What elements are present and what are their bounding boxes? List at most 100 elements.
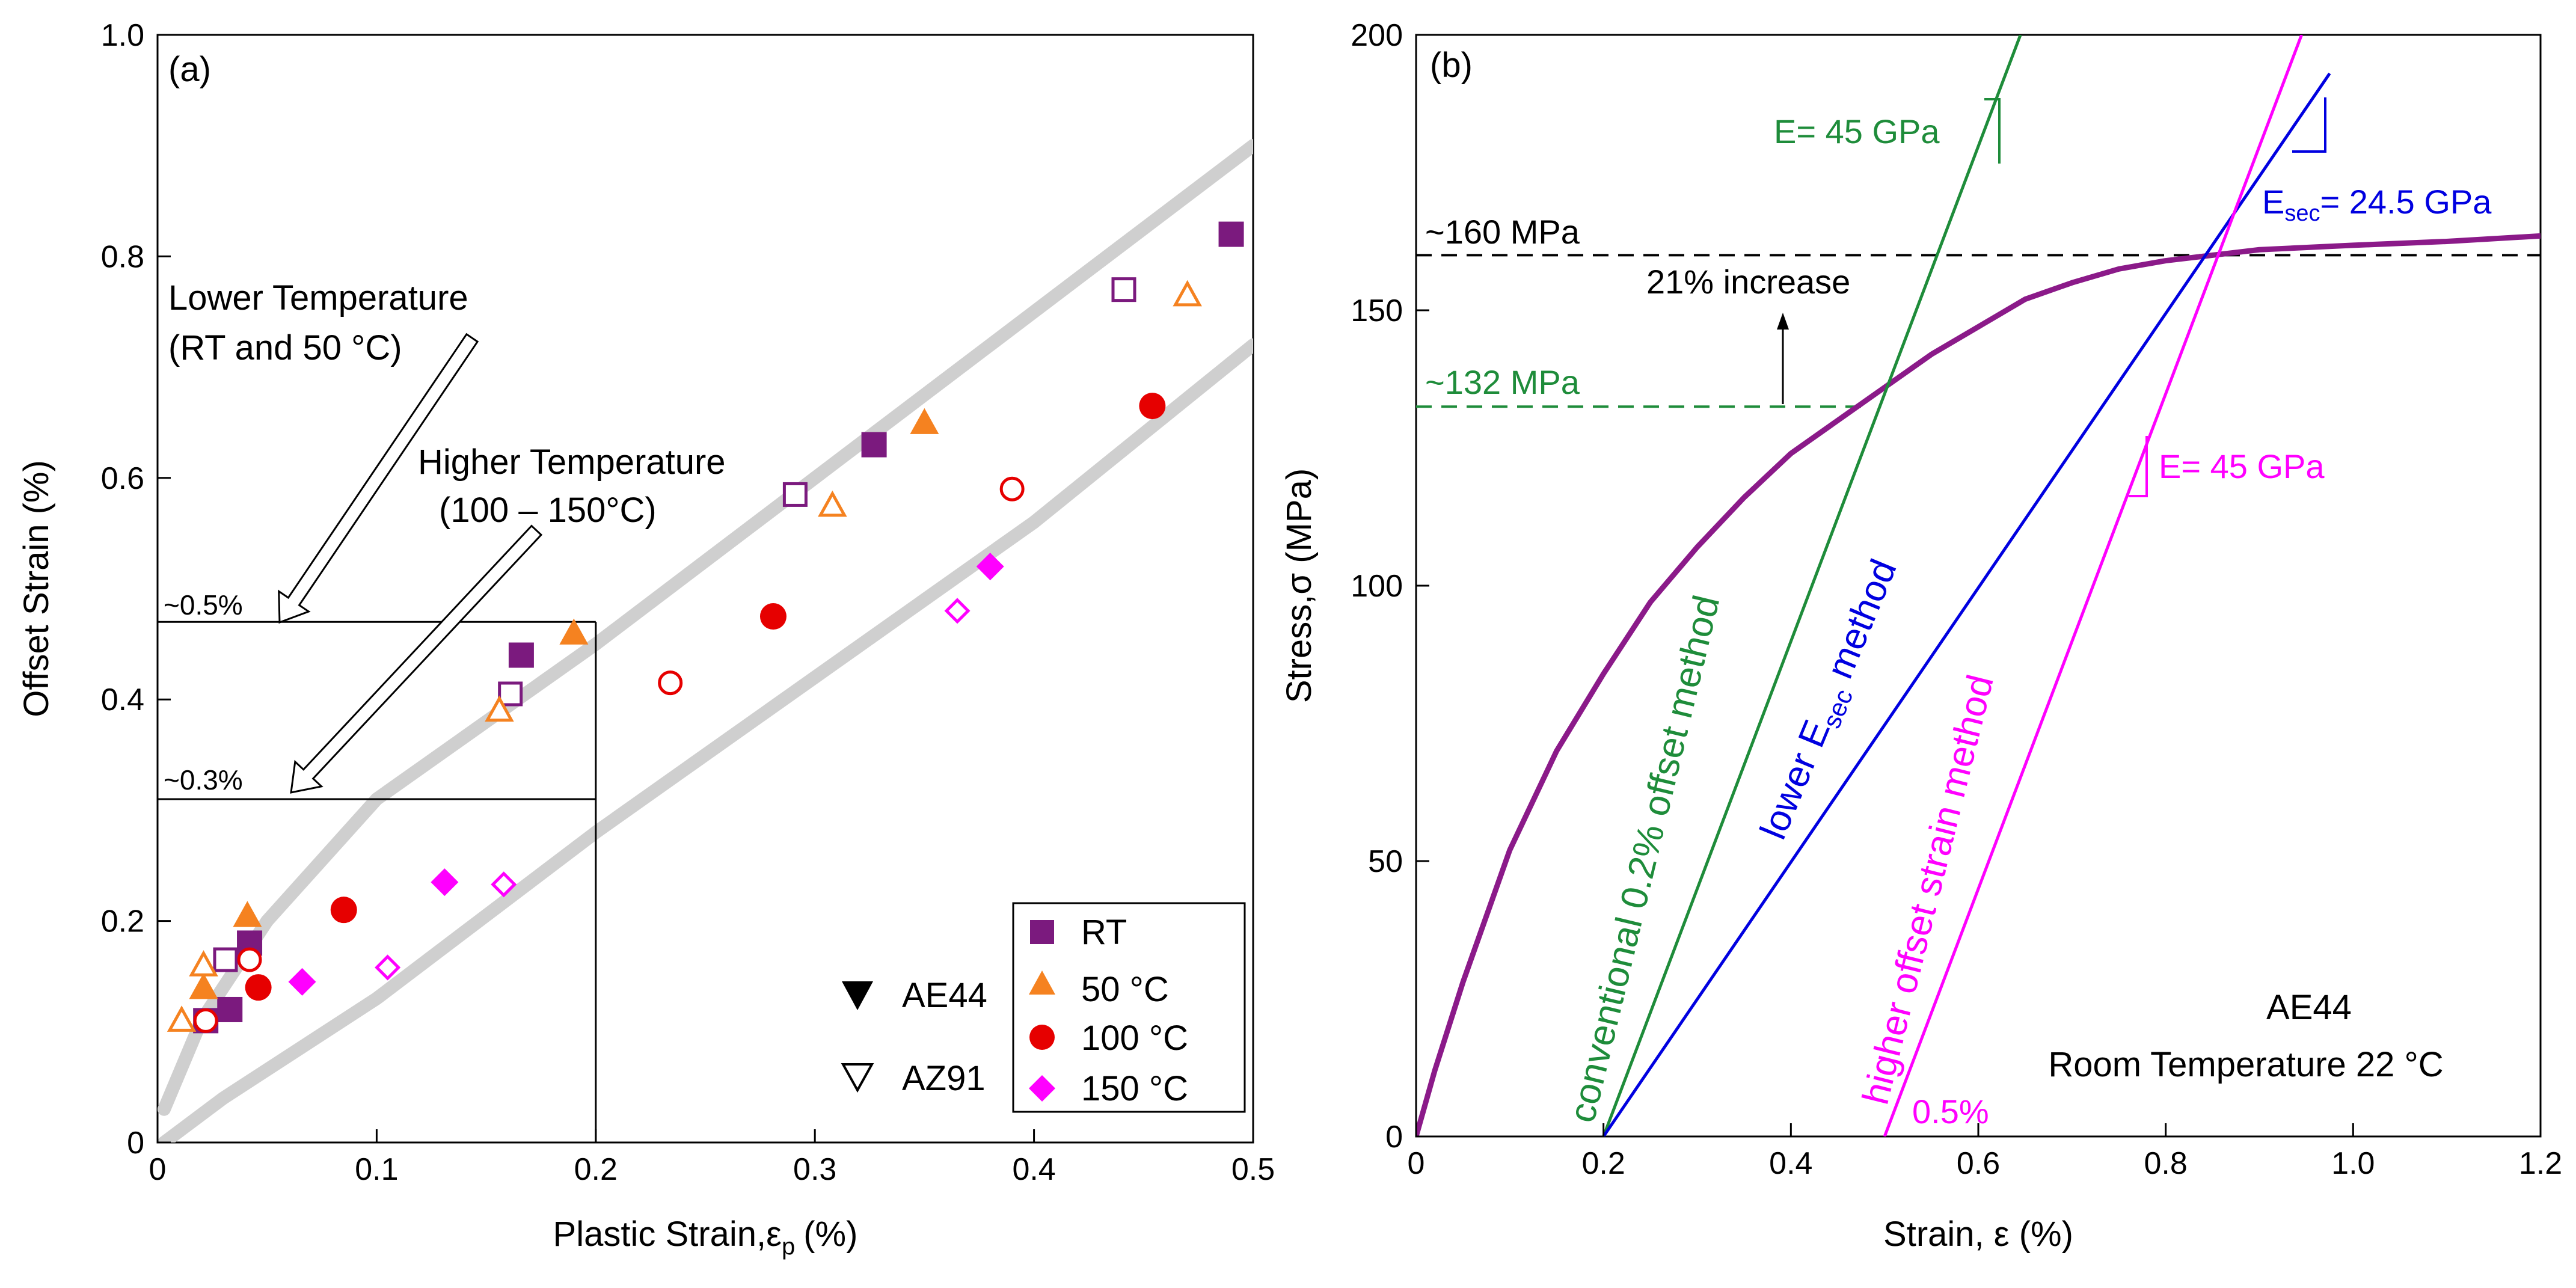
a-xtick-label-0-4: 0.4 [1012,1152,1055,1187]
panel-b-xlabel: Strain, ε (%) [1883,1215,2073,1254]
panel-a-legend: RT 50 °C 100 °C 150 °C [1012,902,1246,1113]
panel-a-axis-ticks: 0 0.1 0.2 0.3 0.4 0.5 0 0.2 0.4 0.6 0.8 1.0 [101,18,1275,1187]
legend-marker-50c [1029,971,1055,995]
panel-b-label: (b) [1430,46,1473,85]
point-100-c-ae44-1 [330,897,357,924]
panel-a-ylabel: Offset Strain (%) [17,460,56,717]
legend-label-ae44: AE44 [902,976,987,1015]
guide-label-05: ~0.5% [164,589,243,621]
panel-b: 0 0.2 0.4 0.6 0.8 1.0 1.2 0 50 100 150 200 (b) ~160… [1280,18,2562,1254]
b-xtick-label-0-6: 0.6 [1957,1146,2000,1181]
offset-05-label: 0.5% [1912,1093,1989,1130]
point-150-c-ae44-1 [431,868,459,897]
a-xtick-label-0-2: 0.2 [574,1152,618,1187]
point-rt-az91-3 [1111,277,1136,302]
legend-label-rt: RT [1081,913,1127,952]
point-rt-az91-0 [213,947,238,972]
point-100-c-az91-3 [999,476,1025,501]
point-50-c-az91-3 [818,490,847,517]
series-stress-strain-curve-ae44 [1416,233,2541,1136]
b-ytick-label-100: 100 [1351,569,1403,604]
panel-a-data-points [167,221,1244,1034]
point-100-c-az91-2 [658,670,683,696]
b-xtick-label-0: 0 [1408,1146,1425,1181]
high-temp-arrow [290,524,543,794]
point-rt-ae44-4 [861,432,887,458]
b-xtick-label-0-2: 0.2 [1582,1146,1625,1181]
a-ytick-label-1-0: 1.0 [101,18,144,53]
increase-label: 21% increase [1646,263,1850,301]
panel-b-axis-ticks: 0 0.2 0.4 0.6 0.8 1.0 1.2 0 50 100 150 200 [1351,18,2562,1181]
material-label: AE44 [2266,988,2352,1027]
b-xtick-label-1-2: 1.2 [2519,1146,2562,1181]
point-50-c-az91-4 [1173,280,1202,307]
a-xtick-label-0-3: 0.3 [793,1152,836,1187]
a-ytick-label-0-2: 0.2 [101,904,144,939]
series-lower-e-sec-method [1602,72,2331,1136]
b-ytick-label-150: 150 [1351,293,1403,328]
b-xtick-label-0-8: 0.8 [2144,1146,2188,1181]
b-xtick-label-0-4: 0.4 [1769,1146,1812,1181]
point-50-c-ae44-3 [910,408,939,434]
a-ytick-label-0-8: 0.8 [101,239,144,274]
point-50-c-ae44-0 [189,973,218,999]
point-100-c-az91-0 [193,1008,218,1033]
panel-b-ylabel: Stress,σ (MPa) [1280,468,1319,703]
point-rt-ae44-1 [217,996,243,1022]
point-rt-az91-1 [498,681,523,707]
a-ytick-label-0-4: 0.4 [101,682,144,717]
a-ytick-label-0-6: 0.6 [101,461,144,496]
high-temp-label-line1: Higher Temperature [418,443,726,482]
b-xtick-label-1-0: 1.0 [2331,1146,2375,1181]
low-temp-label-line1: Lower Temperature [168,278,468,317]
point-150-c-az91-1 [491,871,517,898]
point-150-c-az91-0 [375,954,401,981]
legend-marker-150c [1029,1075,1055,1102]
esec-label: Esec= 24.5 GPa [2262,183,2492,226]
point-rt-az91-2 [782,482,808,507]
point-150-c-ae44-0 [288,968,316,996]
increase-arrow-head [1777,313,1789,330]
panel-a-guide-lines [158,621,597,1142]
a-ytick-label-0: 0 [127,1126,144,1161]
point-100-c-az91-1 [237,947,262,972]
panel-b-series-lines [1416,35,2541,1136]
b-ytick-label-0: 0 [1385,1120,1403,1155]
e-magenta-label: E= 45 GPa [2159,447,2325,485]
panel-b-reference-lines [1416,254,2541,408]
panel-a: 0 0.1 0.2 0.3 0.4 0.5 0 0.2 0.4 0.6 0.8 1.0 (a) Low… [17,18,1275,1260]
legend-marker-ae44 [842,981,873,1010]
point-100-c-ae44-0 [245,974,272,1001]
series-conventional-0-2-offset-method [1602,35,2022,1136]
green-slope-triangle [1984,98,2001,164]
ref-label-132: ~132 MPa [1425,363,1580,401]
point-rt-ae44-3 [508,642,534,668]
magenta-slope-triangle [2129,436,2148,497]
legend-label-100c: 100 °C [1081,1019,1188,1058]
b-ytick-label-50: 50 [1368,844,1403,879]
legend-label-az91: AZ91 [902,1059,986,1098]
series-higher-offset-strain-method [1883,35,2303,1136]
panel-a-label: (a) [168,50,211,89]
legend-marker-az91 [841,1063,874,1093]
temperature-label: Room Temperature 22 °C [2048,1045,2443,1084]
legend-label-150c: 150 °C [1081,1069,1188,1108]
ref-label-160: ~160 MPa [1425,213,1580,251]
blue-slope-triangle [2292,97,2326,153]
a-xtick-label-0: 0 [149,1152,167,1187]
point-150-c-ae44-2 [976,553,1004,581]
panel-a-annotation-arrows [278,333,543,794]
point-150-c-az91-2 [944,598,971,624]
point-50-c-az91-0 [167,1005,197,1032]
e-green-label: E= 45 GPa [1774,112,1940,150]
point-50-c-ae44-1 [233,901,262,927]
panel-a-plot-frame [156,34,1254,1144]
point-50-c-ae44-2 [559,618,589,645]
a-xtick-label-0-5: 0.5 [1231,1152,1275,1187]
panel-a-xlabel: Plastic Strain,εp (%) [553,1215,858,1260]
low-temp-label-line2: (RT and 50 °C) [168,328,402,367]
point-100-c-ae44-2 [759,603,787,630]
point-100-c-ae44-3 [1139,393,1166,420]
a-xtick-label-0-1: 0.1 [355,1152,398,1187]
